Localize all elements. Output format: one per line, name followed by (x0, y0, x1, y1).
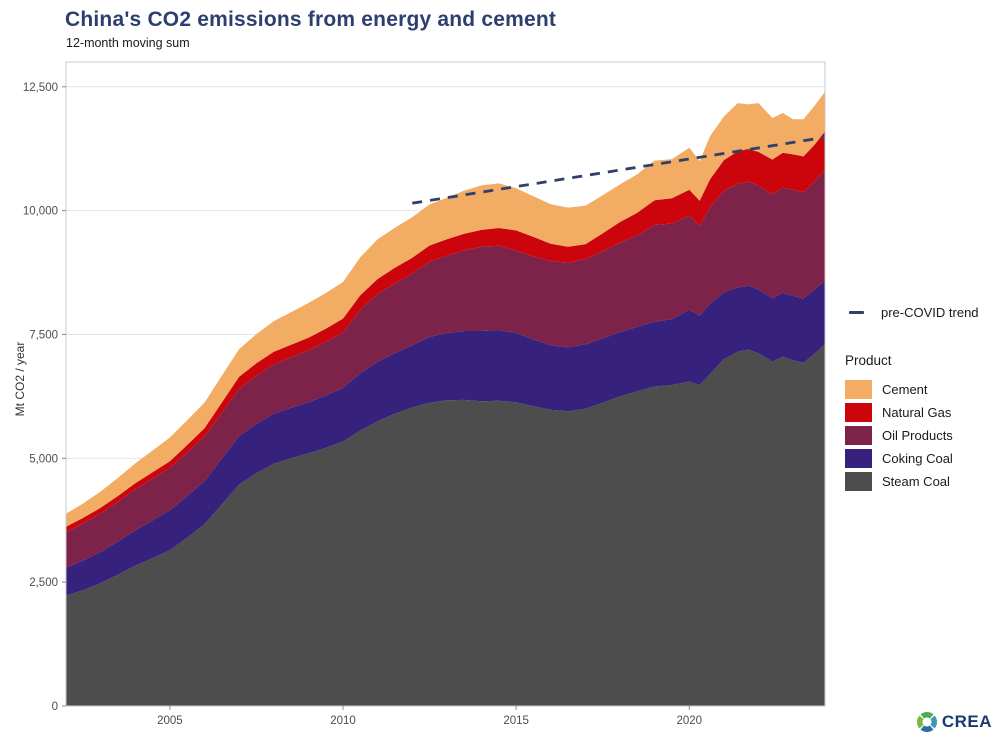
panel-border (65, 61, 826, 707)
x-tick-label: 2005 (157, 715, 183, 727)
y-tick-label: 2,500 (29, 577, 58, 589)
cement-swatch-icon (845, 380, 872, 399)
x-tick-label: 2010 (330, 715, 356, 727)
x-tick-label: 2020 (676, 715, 702, 727)
stacked-area-natural-gas (66, 131, 825, 533)
legend-item-steam-coal: Steam Coal (845, 470, 997, 493)
natural-gas-swatch-icon (845, 403, 872, 422)
legend-item-label: Coking Coal (882, 451, 953, 466)
y-tick-label: 12,500 (23, 82, 58, 94)
legend-item-natural-gas: Natural Gas (845, 401, 997, 424)
stacked-area-coking-coal (66, 280, 825, 596)
trend-line (412, 135, 826, 205)
y-tick-label: 0 (52, 701, 58, 713)
page-title: China's CO2 emissions from energy and ce… (65, 8, 557, 31)
legend-item-cement: Cement (845, 378, 997, 401)
stacked-area-cement (66, 91, 825, 527)
y-tick-label: 10,000 (23, 206, 58, 218)
legend-item-label: Natural Gas (882, 405, 952, 420)
x-tick-label: 2015 (503, 715, 529, 727)
legend-item-oil-products: Oil Products (845, 424, 997, 447)
legend-item-label: Cement (882, 382, 928, 397)
stacked-area-oil-products (66, 170, 825, 568)
legend-group-title: Product (845, 353, 892, 368)
trend-dash-icon (845, 302, 871, 322)
legend-item-coking-coal: Coking Coal (845, 447, 997, 470)
y-axis-label: Mt CO2 / year (13, 341, 27, 417)
legend-trend-label: pre-COVID trend (881, 304, 979, 320)
stacked-area-steam-coal (66, 344, 825, 706)
oil-products-swatch-icon (845, 426, 872, 445)
y-tick-label: 7,500 (29, 329, 58, 341)
y-tick-label: 5,000 (29, 453, 58, 465)
chart-subtitle: 12-month moving sum (66, 36, 190, 50)
crea-logo-icon (916, 711, 937, 733)
coking-coal-swatch-icon (845, 449, 872, 468)
legend-trend-item: pre-COVID trend (845, 300, 997, 324)
legend: pre-COVID trend Product Cement Natural G… (845, 300, 997, 493)
legend-item-label: Steam Coal (882, 474, 950, 489)
legend-item-label: Oil Products (882, 428, 953, 443)
crea-logo: CREA (916, 711, 992, 733)
crea-logo-text: CREA (941, 712, 992, 731)
steam-coal-swatch-icon (845, 472, 872, 491)
